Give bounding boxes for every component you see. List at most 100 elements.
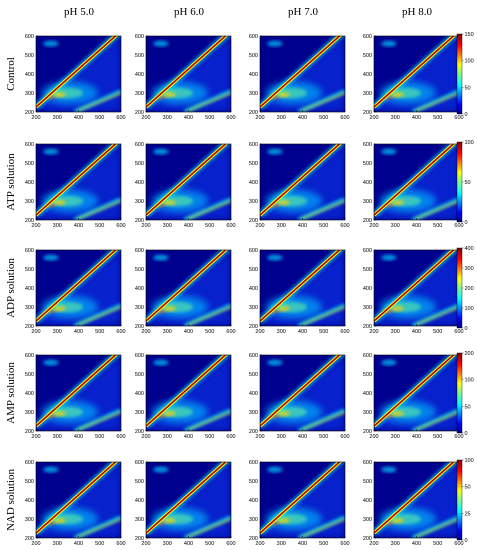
x-tick-label: 600 — [116, 434, 125, 440]
y-tick-label: 300 — [25, 517, 34, 523]
colorbar-tick-label: 200 — [465, 286, 474, 292]
y-tick-label: 600 — [249, 34, 258, 40]
x-tick-label: 200 — [31, 329, 40, 335]
x-tick-label: 200 — [141, 541, 150, 547]
y-tick-label: 300 — [135, 199, 144, 205]
y-tick-label: 400 — [249, 72, 258, 78]
x-tick-label: 400 — [412, 223, 421, 229]
colorbar-gradient — [456, 459, 463, 541]
y-tick-label: 600 — [249, 248, 258, 254]
y-tick-label: 600 — [135, 460, 144, 466]
eem-panel: 200 300 400 500 600 200 300 400 500 600 — [25, 142, 126, 229]
scatter-band — [77, 518, 121, 538]
y-tick-label: 400 — [25, 286, 34, 292]
column-titles: pH 5.0 pH 6.0 pH 7.0 pH 8.0 — [64, 6, 432, 18]
fluorescence-region — [153, 359, 169, 366]
x-tick-label: 300 — [391, 115, 400, 121]
y-tick-label: 200 — [25, 429, 34, 435]
y-tick-label: 300 — [249, 410, 258, 416]
y-tick-label: 200 — [249, 218, 258, 224]
colorbar-tick-label: 100 — [465, 378, 474, 384]
fluorescence-region — [381, 254, 397, 261]
y-tick-label: 300 — [25, 199, 34, 205]
scatter-band — [187, 518, 231, 538]
x-tick-label: 200 — [255, 223, 264, 229]
x-tick-label: 500 — [319, 329, 328, 335]
y-tick-label: 200 — [25, 110, 34, 116]
column-title: pH 5.0 — [64, 6, 94, 18]
y-tick-label: 500 — [25, 479, 34, 485]
y-tick-label: 400 — [135, 498, 144, 504]
x-tick-label: 300 — [391, 223, 400, 229]
y-tick-label: 200 — [249, 324, 258, 330]
y-tick-label: 300 — [363, 517, 372, 523]
fluorescence-region — [43, 254, 59, 261]
row-label: NAD solution — [5, 468, 17, 531]
x-tick-label: 600 — [226, 434, 235, 440]
y-tick-label: 400 — [25, 72, 34, 78]
y-tick-label: 400 — [249, 498, 258, 504]
x-tick-label: 300 — [163, 434, 172, 440]
x-tick-label: 200 — [31, 541, 40, 547]
fluorescence-region — [153, 148, 169, 155]
scatter-band — [415, 200, 459, 220]
eem-panel: 200 300 400 500 600 200 300 400 500 600 — [363, 142, 464, 229]
x-tick-label: 400 — [412, 541, 421, 547]
y-tick-label: 500 — [363, 53, 372, 59]
y-tick-label: 400 — [135, 72, 144, 78]
x-tick-label: 500 — [205, 223, 214, 229]
y-tick-label: 500 — [25, 267, 34, 273]
colorbar-tick-label: 50 — [465, 180, 471, 186]
colorbar-gradient — [456, 352, 463, 434]
y-tick-label: 300 — [249, 91, 258, 97]
rayleigh-scatter — [146, 36, 227, 108]
y-tick-label: 300 — [25, 305, 34, 311]
x-tick-label: 400 — [298, 115, 307, 121]
rayleigh-scatter — [146, 250, 227, 322]
y-tick-label: 500 — [135, 372, 144, 378]
scatter-band — [77, 411, 121, 431]
scatter-band — [415, 92, 459, 112]
rayleigh-scatter — [374, 36, 455, 108]
x-tick-label: 400 — [184, 329, 193, 335]
x-tick-label: 600 — [226, 541, 235, 547]
x-tick-label: 200 — [141, 329, 150, 335]
x-tick-label: 300 — [277, 434, 286, 440]
fluorescence-region — [267, 40, 283, 47]
colorbar-tick-label: 200 — [465, 351, 474, 357]
y-tick-label: 600 — [363, 460, 372, 466]
y-tick-label: 500 — [363, 161, 372, 167]
x-tick-label: 300 — [163, 329, 172, 335]
x-tick-label: 500 — [319, 434, 328, 440]
y-tick-label: 600 — [135, 353, 144, 359]
y-tick-label: 400 — [363, 72, 372, 78]
rayleigh-scatter — [36, 355, 117, 427]
eem-panel: 200 300 400 500 600 200 300 400 500 600 — [249, 460, 350, 547]
y-tick-label: 600 — [249, 142, 258, 148]
colorbar: 100 50 0 — [456, 140, 474, 226]
x-tick-label: 600 — [116, 115, 125, 121]
y-tick-label: 200 — [25, 536, 34, 542]
rayleigh-scatter — [146, 462, 227, 534]
y-tick-label: 600 — [363, 353, 372, 359]
y-tick-label: 400 — [135, 391, 144, 397]
scatter-band — [415, 518, 459, 538]
eem-panel: 200 300 400 500 600 200 300 400 500 600 — [363, 460, 464, 547]
x-tick-label: 200 — [369, 541, 378, 547]
x-tick-label: 500 — [95, 223, 104, 229]
x-tick-label: 600 — [340, 329, 349, 335]
eem-panel: 200 300 400 500 600 200 300 400 500 600 — [135, 34, 236, 121]
scatter-band — [301, 92, 345, 112]
fluorescence-region — [43, 359, 59, 366]
y-tick-label: 300 — [249, 517, 258, 523]
eem-panel: 200 300 400 500 600 200 300 400 500 600 — [25, 460, 126, 547]
y-tick-label: 500 — [135, 267, 144, 273]
y-tick-label: 400 — [363, 391, 372, 397]
fluorescence-region — [43, 148, 59, 155]
x-tick-label: 200 — [31, 434, 40, 440]
y-tick-label: 400 — [25, 391, 34, 397]
y-tick-label: 400 — [249, 286, 258, 292]
y-tick-label: 400 — [363, 498, 372, 504]
fluorescence-region — [153, 466, 169, 473]
rayleigh-scatter — [146, 144, 227, 216]
